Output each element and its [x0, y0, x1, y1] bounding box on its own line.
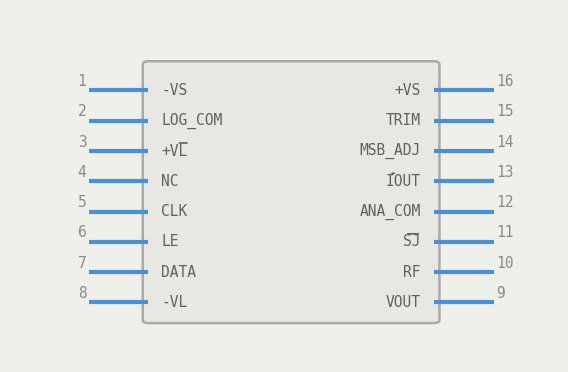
Text: IOUT: IOUT [386, 174, 421, 189]
Text: 12: 12 [496, 195, 513, 210]
Text: +VS: +VS [395, 83, 421, 98]
Text: 2: 2 [78, 104, 86, 119]
Text: 15: 15 [496, 104, 513, 119]
Text: +VL: +VL [161, 144, 187, 158]
Text: 9: 9 [496, 286, 504, 301]
Text: 11: 11 [496, 225, 513, 240]
Text: 14: 14 [496, 135, 513, 150]
Text: 13: 13 [496, 165, 513, 180]
Text: -VS: -VS [161, 83, 187, 98]
Text: NC: NC [161, 174, 179, 189]
Text: LE: LE [161, 234, 179, 249]
Text: DATA: DATA [161, 264, 196, 280]
Text: 5: 5 [78, 195, 86, 210]
Text: 7: 7 [78, 256, 86, 271]
Text: ANA_COM: ANA_COM [360, 203, 421, 220]
Text: 6: 6 [78, 225, 86, 240]
Text: 4: 4 [78, 165, 86, 180]
Text: TRIM: TRIM [386, 113, 421, 128]
Text: 10: 10 [496, 256, 513, 271]
Text: 1: 1 [78, 74, 86, 89]
Text: RF: RF [403, 264, 421, 280]
Text: MSB_ADJ: MSB_ADJ [360, 143, 421, 159]
Text: 16: 16 [496, 74, 513, 89]
Text: 3: 3 [78, 135, 86, 150]
Text: -VL: -VL [161, 295, 187, 310]
Text: 8: 8 [78, 286, 86, 301]
Text: CLK: CLK [161, 204, 187, 219]
Text: LOG_COM: LOG_COM [161, 113, 223, 129]
FancyBboxPatch shape [143, 61, 440, 323]
Text: VOUT: VOUT [386, 295, 421, 310]
Text: SJ: SJ [403, 234, 421, 249]
